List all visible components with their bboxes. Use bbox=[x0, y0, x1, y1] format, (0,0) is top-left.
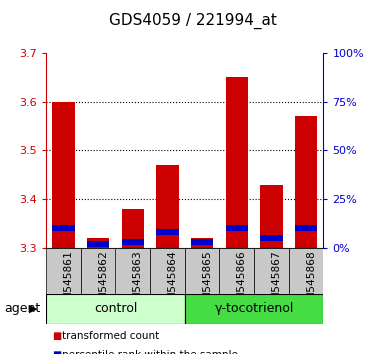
Bar bbox=[81, 248, 116, 294]
Text: percentile rank within the sample: percentile rank within the sample bbox=[62, 350, 238, 354]
Bar bbox=[156, 229, 179, 235]
Bar bbox=[46, 294, 185, 324]
Text: GSM545862: GSM545862 bbox=[98, 250, 108, 311]
Text: control: control bbox=[94, 302, 137, 315]
Text: GSM545861: GSM545861 bbox=[64, 250, 74, 311]
Bar bbox=[116, 248, 150, 294]
Text: GSM545868: GSM545868 bbox=[306, 250, 316, 311]
Bar bbox=[295, 116, 317, 248]
Text: GSM545865: GSM545865 bbox=[202, 250, 212, 311]
Text: transformed count: transformed count bbox=[62, 331, 159, 341]
Bar bbox=[122, 239, 144, 245]
Bar bbox=[289, 248, 323, 294]
Bar bbox=[156, 165, 179, 248]
Text: GDS4059 / 221994_at: GDS4059 / 221994_at bbox=[109, 12, 276, 29]
Bar bbox=[185, 294, 323, 324]
Bar bbox=[260, 235, 283, 241]
Bar bbox=[52, 225, 75, 232]
Bar bbox=[219, 248, 254, 294]
Bar bbox=[52, 102, 75, 248]
Bar bbox=[226, 78, 248, 248]
Bar bbox=[191, 239, 213, 245]
Text: ▶: ▶ bbox=[28, 304, 37, 314]
Bar bbox=[150, 248, 185, 294]
Bar bbox=[191, 238, 213, 248]
Text: GSM545864: GSM545864 bbox=[167, 250, 177, 311]
Bar bbox=[122, 209, 144, 248]
Bar bbox=[46, 248, 81, 294]
Bar bbox=[254, 248, 289, 294]
Bar bbox=[260, 184, 283, 248]
Bar bbox=[87, 238, 109, 248]
Text: ■: ■ bbox=[52, 331, 61, 341]
Text: GSM545867: GSM545867 bbox=[271, 250, 281, 311]
Bar bbox=[185, 248, 219, 294]
Text: GSM545866: GSM545866 bbox=[237, 250, 247, 311]
Text: ■: ■ bbox=[52, 350, 61, 354]
Text: GSM545863: GSM545863 bbox=[133, 250, 143, 311]
Bar bbox=[87, 241, 109, 247]
Bar bbox=[295, 225, 317, 232]
Bar bbox=[226, 225, 248, 232]
Text: γ-tocotrienol: γ-tocotrienol bbox=[214, 302, 294, 315]
Text: agent: agent bbox=[4, 302, 40, 315]
